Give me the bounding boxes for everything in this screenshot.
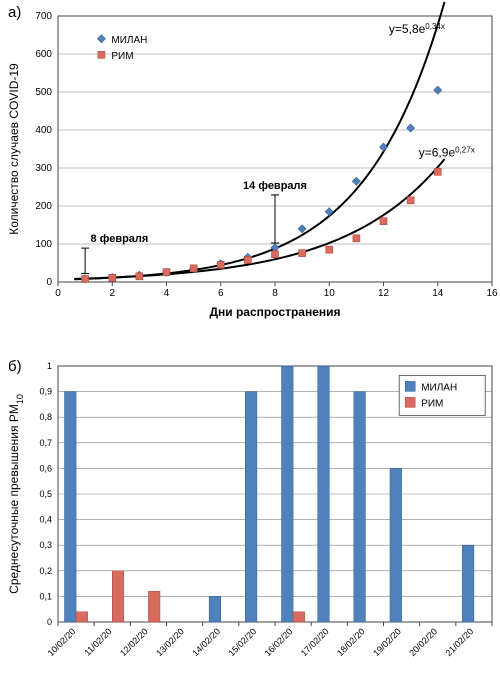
chart-a: 01002003004005006007000246810121416y=5,8…	[0, 0, 500, 330]
chart-a-xtick: 12	[378, 288, 390, 299]
marker-rome	[380, 218, 387, 225]
marker-rome	[353, 235, 360, 242]
bar-milan	[65, 392, 77, 622]
chart-b-ytick: 0,3	[39, 540, 52, 550]
marker-rome	[434, 168, 441, 175]
chart-a-ytick: 0	[46, 277, 52, 288]
chart-a-ytick: 400	[35, 125, 52, 136]
bar-rome	[76, 612, 88, 622]
chart-a-annotation: 14 февраля	[243, 180, 307, 192]
chart-b-xtick: 13/02/20	[154, 626, 186, 658]
marker-rome	[272, 251, 279, 258]
marker-rome	[82, 275, 89, 282]
chart-b-ytick: 0,8	[39, 412, 52, 422]
bar-milan	[318, 366, 330, 622]
chart-a-xtick: 10	[324, 288, 336, 299]
chart-b-ytick: 0,5	[39, 489, 52, 499]
bar-milan	[245, 392, 257, 622]
chart-a-ylabel: Количество случаев COVID-19	[7, 63, 21, 235]
legend-a-rome: РИМ	[111, 51, 133, 62]
marker-rome	[407, 197, 414, 204]
marker-rome	[163, 269, 170, 276]
marker-rome	[98, 51, 105, 58]
marker-rome	[326, 246, 333, 253]
bar-rome	[112, 571, 124, 622]
chart-b-ytick: 1	[47, 361, 52, 371]
chart-b-ylabel: Среднесуточные превышения PM10	[7, 394, 25, 594]
chart-a-xlabel: Дни распространения	[209, 305, 340, 319]
chart-a-xtick: 0	[55, 288, 61, 299]
chart-b-xtick: 21/02/20	[443, 626, 475, 658]
chart-b-xtick: 14/02/20	[190, 626, 222, 658]
marker-rome	[190, 265, 197, 272]
chart-a-ytick: 200	[35, 201, 52, 212]
chart-b-xtick: 11/02/20	[82, 626, 113, 657]
chart-b-ytick: 0,1	[39, 591, 52, 601]
bar-milan	[354, 392, 366, 622]
bar-milan	[390, 468, 402, 622]
chart-b-xtick: 16/02/20	[263, 626, 295, 658]
chart-b-ytick: 0,6	[39, 463, 52, 473]
marker-rome	[244, 256, 251, 263]
chart-a-ytick: 100	[35, 239, 52, 250]
chart-a-xtick: 16	[486, 288, 498, 299]
chart-b-xtick: 12/02/20	[118, 626, 150, 658]
chart-a-ytick: 300	[35, 163, 52, 174]
chart-b: 0 0,1 0,2 0,3 0,4 0,5 0,6 0,7 0,8 0,9 1 10/02/2011/…	[0, 360, 500, 696]
chart-b-ytick: 0,2	[39, 566, 52, 576]
marker-rome	[217, 261, 224, 268]
chart-a-xtick: 4	[164, 288, 170, 299]
chart-a-ytick: 600	[35, 49, 52, 60]
chart-a-ytick: 500	[35, 87, 52, 98]
bar-milan	[462, 545, 474, 622]
chart-b-xtick: 15/02/20	[226, 626, 258, 658]
chart-b-ytick: 0,4	[39, 515, 52, 525]
bar-rome	[293, 612, 305, 622]
legend-b-milan: МИЛАН	[421, 382, 457, 393]
chart-a-ytick: 700	[35, 11, 52, 22]
chart-a-xtick: 8	[272, 288, 278, 299]
bar-milan	[282, 366, 294, 622]
marker-rome	[136, 273, 143, 280]
chart-a-annotation: 8 февраля	[91, 233, 149, 245]
marker-rome	[299, 250, 306, 257]
legend-a-milan: МИЛАН	[111, 35, 147, 46]
chart-b-ytick: 0	[47, 617, 52, 627]
marker-rome	[109, 274, 116, 281]
chart-b-xtick: 20/02/20	[407, 626, 439, 658]
chart-a-xtick: 14	[432, 288, 444, 299]
chart-b-xtick: 17/02/20	[299, 626, 331, 658]
chart-b-ytick: 0,7	[39, 438, 52, 448]
chart-b-ytick: 0,9	[39, 387, 52, 397]
chart-b-xtick: 18/02/20	[335, 626, 367, 658]
chart-b-xtick: 10/02/20	[46, 626, 78, 658]
bar-milan	[209, 596, 221, 622]
chart-b-xtick: 19/02/20	[371, 626, 403, 658]
chart-a-xtick: 2	[109, 288, 115, 299]
chart-a-xtick: 6	[218, 288, 224, 299]
bar-rome	[148, 591, 160, 622]
legend-b-rome: РИМ	[421, 398, 443, 409]
